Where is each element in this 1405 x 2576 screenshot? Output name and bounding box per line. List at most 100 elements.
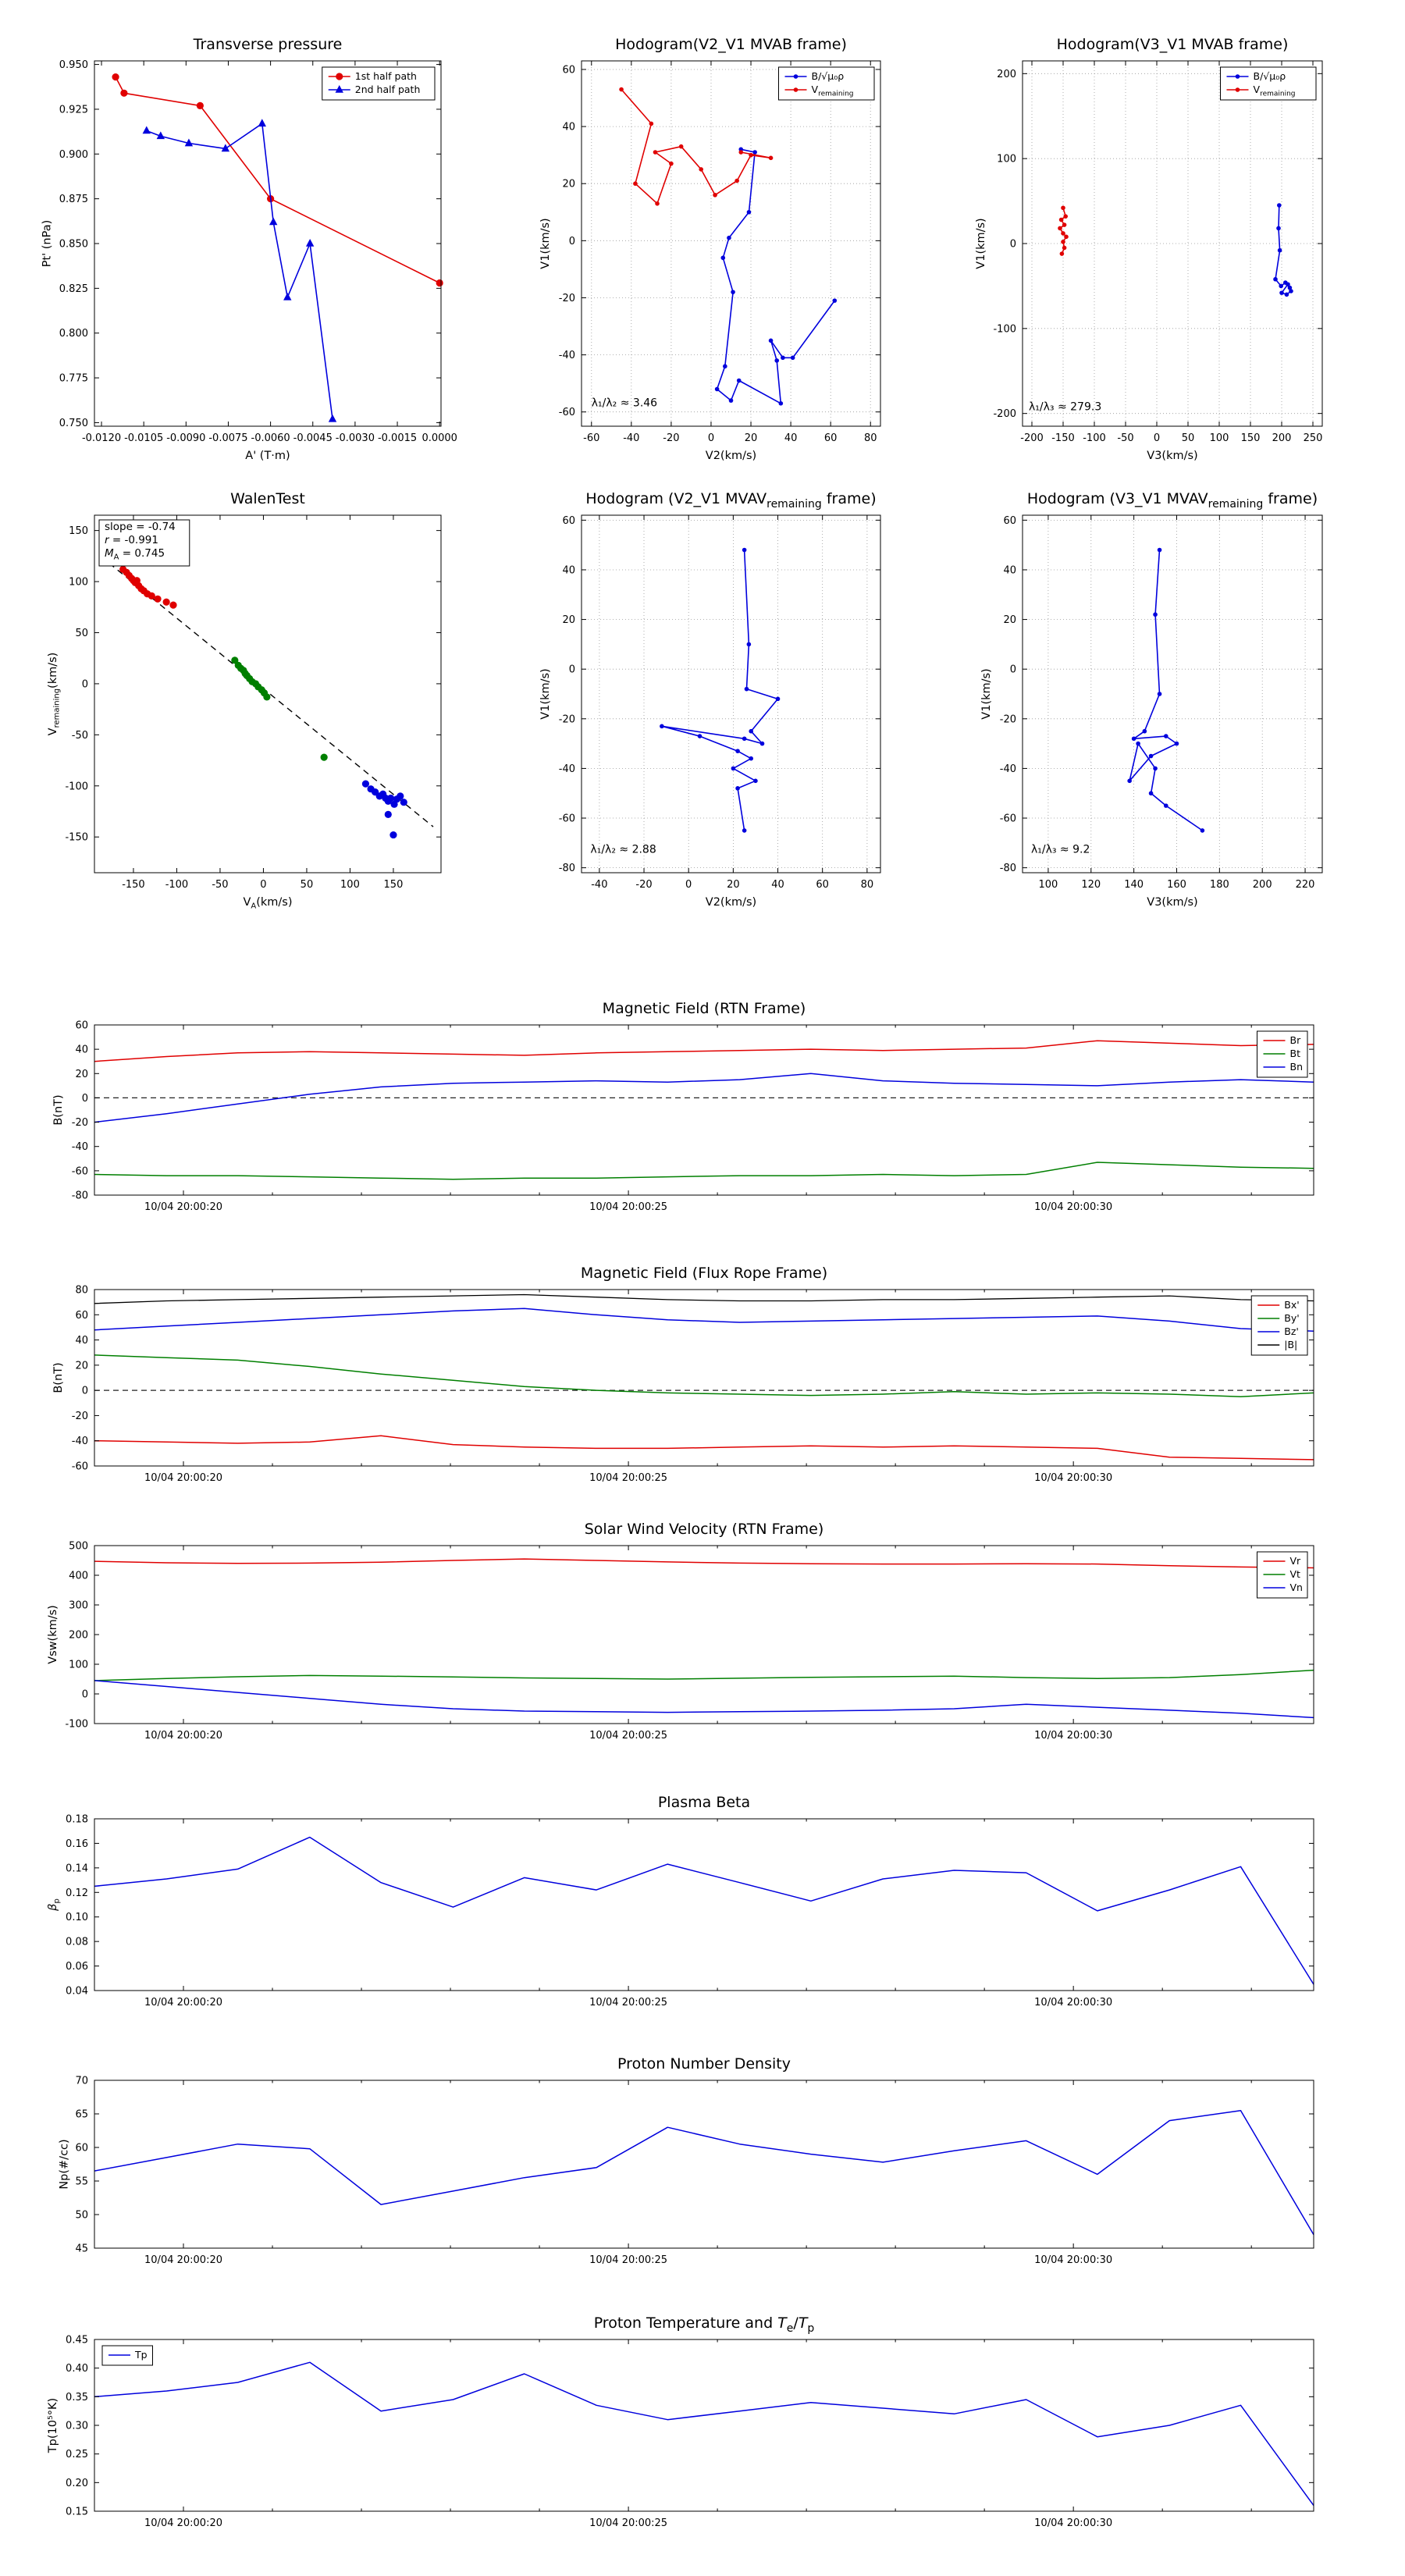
grid xyxy=(1023,515,1322,873)
x-axis-label: VA(km/s) xyxy=(243,896,292,911)
x-tick-label: 10/04 20:00:20 xyxy=(144,2254,222,2266)
legend: Br Bt Bn xyxy=(1257,1030,1308,1078)
y-tick-label: 0 xyxy=(569,236,575,247)
y-tick-label: 0.12 xyxy=(66,1888,88,1899)
x-tick-label: 10/04 20:00:25 xyxy=(589,1997,667,2008)
legend-label: Vremaining xyxy=(1254,84,1296,98)
y-tick-label: -80 xyxy=(72,1190,88,1202)
x-tick-label: -100 xyxy=(165,879,189,891)
y-tick-label: 100 xyxy=(997,154,1016,165)
annotation: λ₁/λ₂ ≈ 2.88 xyxy=(590,844,656,856)
y-tick-label: 0.14 xyxy=(66,1863,88,1874)
x-tick-label: 10/04 20:00:30 xyxy=(1034,1997,1112,2008)
x-tick-label: 10/04 20:00:25 xyxy=(589,2517,667,2529)
x-tick-label: 10/04 20:00:30 xyxy=(1034,1472,1112,1484)
chart-title: Hodogram(V2_V1 MVAB frame) xyxy=(615,36,847,53)
x-tick-label: 50 xyxy=(301,879,314,891)
legend: Tp xyxy=(101,2345,153,2366)
y-axis-label: V1(km/s) xyxy=(975,218,987,269)
x-tick-label: 10/04 20:00:30 xyxy=(1034,2517,1112,2529)
x-tick-label: -60 xyxy=(583,432,599,444)
axis-ticks: -150 -100 -50 0 50 100 150 -150 -100 -50 0 50 100 150 xyxy=(65,515,441,891)
axes-frame xyxy=(94,1289,1314,1467)
axes-frame xyxy=(94,1545,1314,1724)
x-tick-label: -20 xyxy=(635,879,652,891)
x-tick-label: 40 xyxy=(784,432,798,444)
y-tick-label: 0.750 xyxy=(59,418,88,429)
x-tick-label: -0.0015 xyxy=(378,432,417,444)
chart-title: Hodogram(V3_V1 MVAB frame) xyxy=(1057,36,1289,53)
y-tick-label: -40 xyxy=(72,1436,88,1447)
axes-frame xyxy=(94,1818,1314,1991)
y-tick-label: -20 xyxy=(559,713,575,725)
axis-ticks: -200 -150 -100 -50 0 50 100 150 200 250 -200 -100 0 1… xyxy=(993,61,1322,444)
x-tick-label: 140 xyxy=(1124,879,1144,891)
y-tick-label: -60 xyxy=(72,1165,88,1177)
y-tick-label: -60 xyxy=(559,407,575,418)
y-axis-label: V1(km/s) xyxy=(980,668,993,719)
axis-ticks: 100 120 140 160 180 200 220 -80 -60 -40 -20 0 20 40 60 xyxy=(1000,515,1322,891)
x-tick-label: 100 xyxy=(1039,879,1058,891)
x-axis-label: V3(km/s) xyxy=(1147,450,1197,462)
y-tick-label: 0.850 xyxy=(59,239,88,251)
y-tick-label: 60 xyxy=(75,2143,88,2154)
axis-ticks: 10/04 20:00:20 10/04 20:00:25 10/04 20:00:… xyxy=(72,1285,1314,1484)
axes-frame xyxy=(1022,514,1323,873)
hodogram-v2v1-mvav: -40 -20 0 20 40 60 80 -80 -60 -40 -20 0 20 40 60 V2(km/… xyxy=(539,490,881,909)
y-tick-label: 0.10 xyxy=(66,1912,88,1923)
chart-title: Proton Number Density xyxy=(617,2055,791,2073)
stats-line: r = -0.991 xyxy=(105,534,158,546)
series-second-half-path xyxy=(142,119,337,422)
x-tick-label: 10/04 20:00:25 xyxy=(589,1472,667,1484)
legend: B/√μ₀ρ Vremaining xyxy=(778,66,875,101)
chart-title: Proton Temperature and Te/Tp xyxy=(594,2314,815,2335)
series-vt xyxy=(94,1669,1314,1681)
x-tick-label: 200 xyxy=(1253,879,1272,891)
annotation: λ₁/λ₂ ≈ 3.46 xyxy=(592,397,657,409)
series-second-half-scatter xyxy=(361,780,407,839)
proton-temperature: 10/04 20:00:20 10/04 20:00:25 10/04 20:00:… xyxy=(47,2314,1314,2529)
y-tick-label: 0.06 xyxy=(66,1961,88,1973)
axis-ticks: 10/04 20:00:20 10/04 20:00:25 10/04 20:00:… xyxy=(72,1020,1314,1213)
legend-label: B/√μ₀ρ xyxy=(1254,70,1286,82)
y-tick-label: 40 xyxy=(75,1044,88,1056)
plasma-beta: 10/04 20:00:20 10/04 20:00:25 10/04 20:00:… xyxy=(47,1794,1314,2008)
magnetic-field-rtn: 10/04 20:00:20 10/04 20:00:25 10/04 20:00:… xyxy=(52,1000,1314,1213)
series-v-remaining-path xyxy=(1058,205,1069,256)
legend-label: Bz' xyxy=(1284,1325,1299,1337)
legend-label: Bn xyxy=(1290,1061,1304,1073)
y-axis-label: Pt' (nPa) xyxy=(41,220,54,268)
legend-label: Bx' xyxy=(1284,1299,1299,1311)
y-tick-label: -100 xyxy=(65,781,88,792)
x-tick-label: 100 xyxy=(1210,432,1229,444)
y-tick-label: -60 xyxy=(1000,813,1016,825)
y-tick-label: -20 xyxy=(72,1411,88,1422)
x-tick-label: 200 xyxy=(1272,432,1292,444)
stats-line: slope = -0.74 xyxy=(105,521,176,533)
y-tick-label: 40 xyxy=(75,1335,88,1347)
y-tick-label: -40 xyxy=(1000,763,1016,775)
x-tick-label: -100 xyxy=(1083,432,1106,444)
proton-number-density: 10/04 20:00:20 10/04 20:00:25 10/04 20:00:… xyxy=(58,2055,1314,2266)
x-tick-label: -50 xyxy=(1117,432,1133,444)
y-tick-label: 55 xyxy=(75,2176,88,2188)
series-b-field-path xyxy=(660,547,781,833)
legend-label: 2nd half path xyxy=(355,84,421,95)
x-tick-label: 120 xyxy=(1081,879,1101,891)
y-tick-label: 0 xyxy=(1010,664,1016,676)
y-tick-label: 0.08 xyxy=(66,1937,88,1948)
y-tick-label: 0.40 xyxy=(66,2363,88,2375)
x-tick-label: 20 xyxy=(727,879,740,891)
y-tick-label: 500 xyxy=(69,1541,88,1553)
hodogram-v3v1-mvab: -200 -150 -100 -50 0 50 100 150 200 250 -200 -100 0 1… xyxy=(975,36,1323,462)
axis-ticks: 10/04 20:00:20 10/04 20:00:25 10/04 20:00:… xyxy=(75,2076,1314,2266)
x-tick-label: 40 xyxy=(771,879,784,891)
x-tick-label: -20 xyxy=(663,432,679,444)
axis-ticks: 10/04 20:00:20 10/04 20:00:25 10/04 20:00:… xyxy=(66,1814,1314,2008)
legend-label: 1st half path xyxy=(355,70,417,82)
y-tick-label: -60 xyxy=(72,1461,88,1473)
y-tick-label: 0.800 xyxy=(59,328,88,340)
x-tick-label: 80 xyxy=(864,432,877,444)
